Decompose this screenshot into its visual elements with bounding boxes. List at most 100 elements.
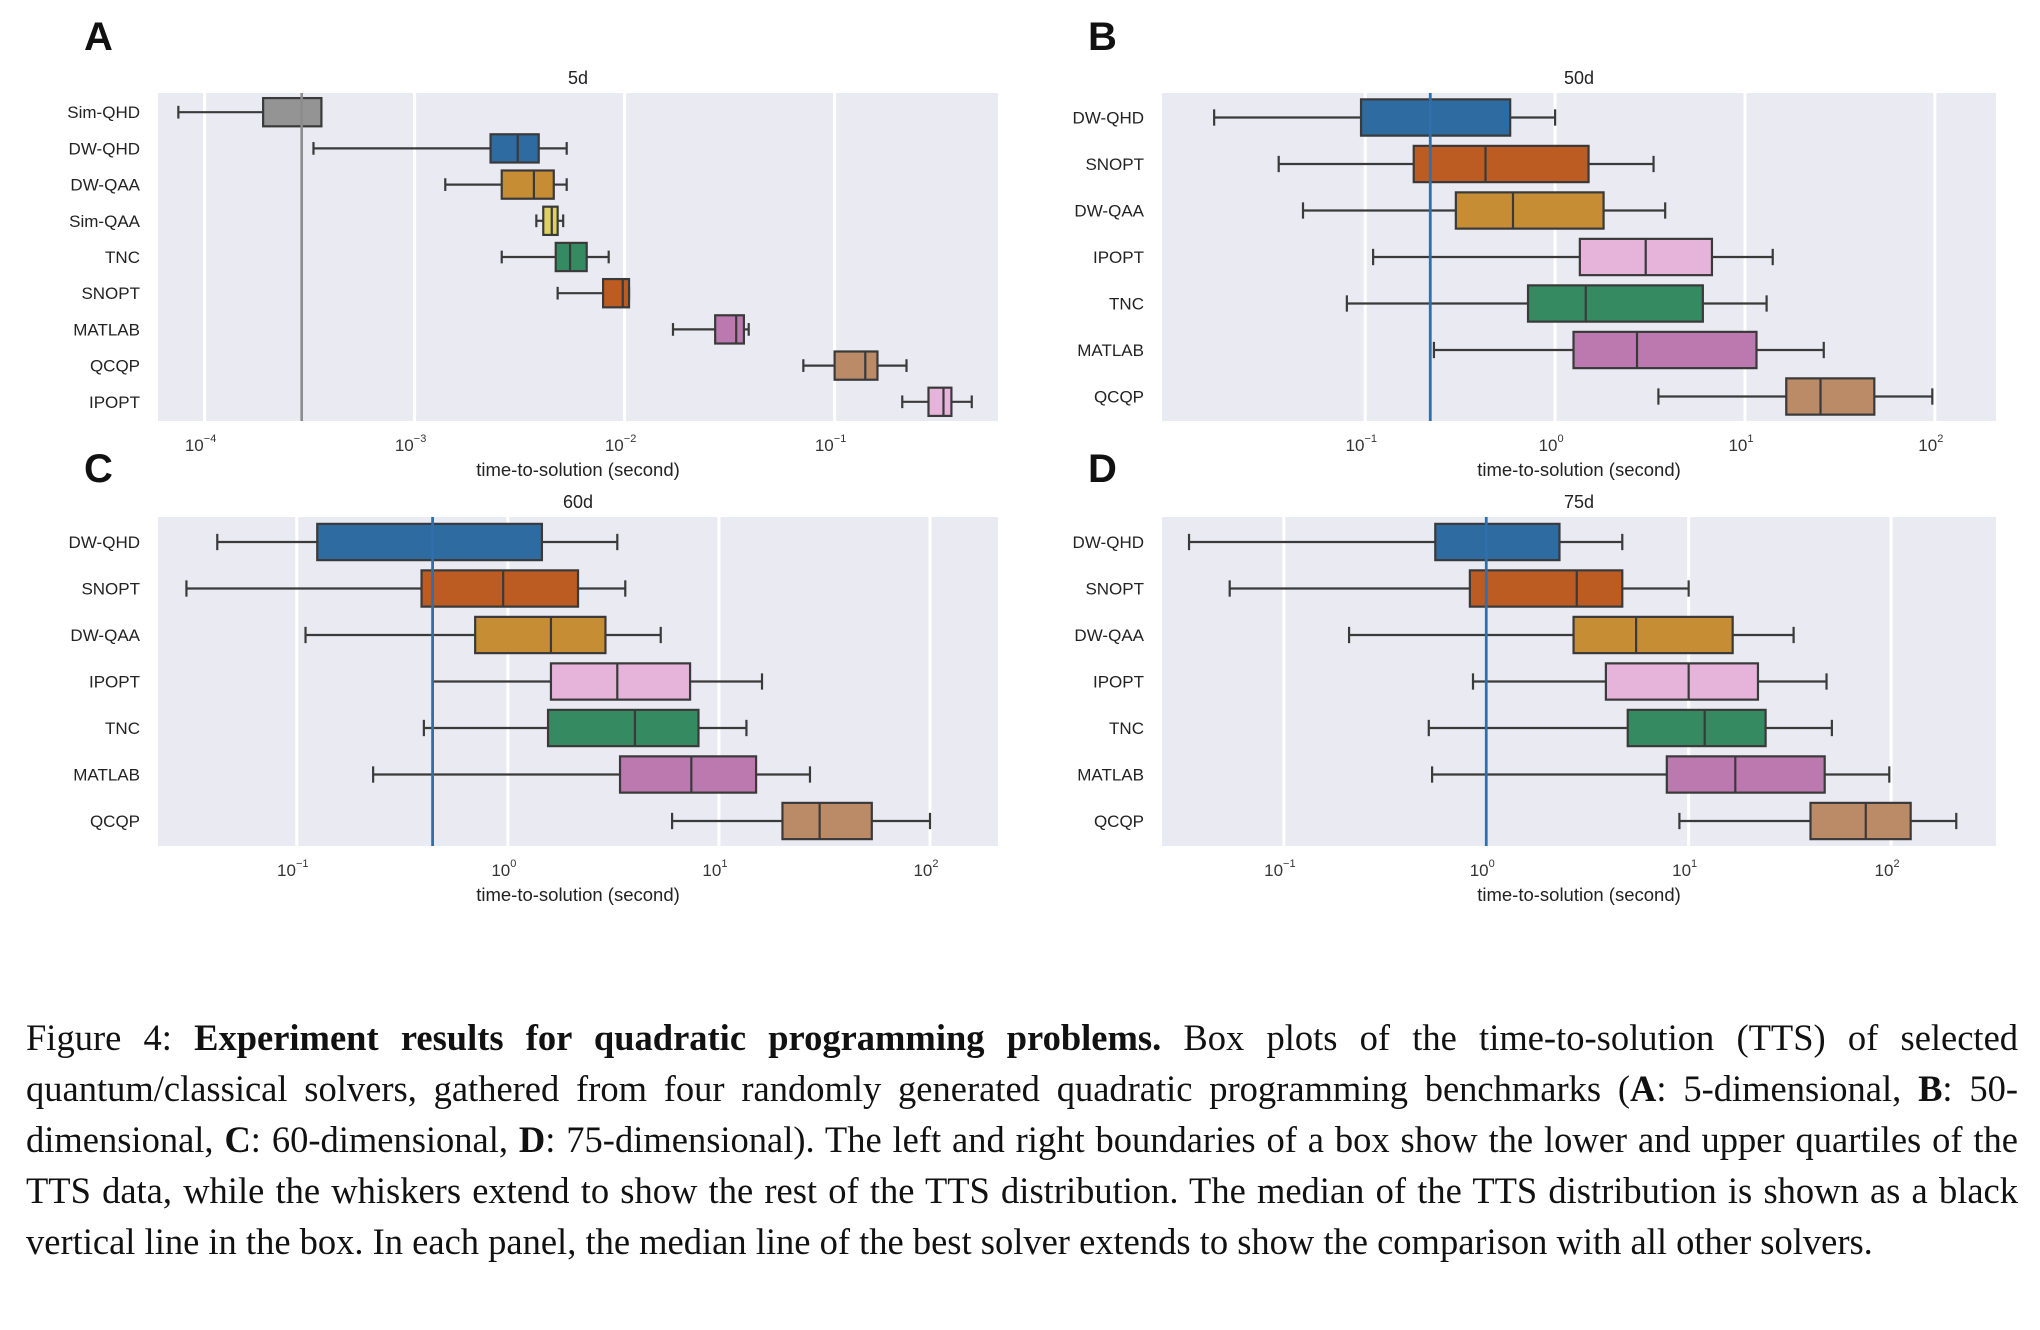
iqr-box-a-snopt bbox=[601, 277, 631, 309]
box-b-ipopt bbox=[1372, 237, 1774, 277]
xlabel-a: time-to-solution (second) bbox=[476, 459, 680, 480]
iqr-box-d-dw-qhd bbox=[1434, 522, 1561, 562]
category-label-c-dw-qhd: DW-QHD bbox=[69, 533, 140, 552]
category-label-d-snopt: SNOPT bbox=[1085, 580, 1144, 599]
box-b-matlab bbox=[1432, 330, 1825, 370]
iqr-box-d-matlab bbox=[1665, 755, 1826, 794]
tick-label-c-3: 102 bbox=[913, 858, 938, 880]
tick-label-d-0: 10−1 bbox=[1264, 858, 1295, 880]
box-d-matlab bbox=[1430, 755, 1891, 794]
figure-panels: A 5d 10−4 10−3 10−2 10−1 time-to-solution (sec… bbox=[67, 15, 1996, 905]
box-b-tnc bbox=[1345, 284, 1768, 323]
box-a-qcqp bbox=[802, 350, 908, 381]
box-d-snopt bbox=[1228, 569, 1690, 608]
iqr-box-a-sim-qaa bbox=[542, 205, 559, 237]
iqr-box-d-tnc bbox=[1626, 708, 1767, 748]
box-a-sim-qaa bbox=[535, 205, 565, 237]
iqr-box-c-dw-qhd bbox=[316, 522, 544, 562]
box-c-matlab bbox=[372, 755, 812, 794]
box-d-qcqp bbox=[1678, 801, 1958, 841]
xlabel-c: time-to-solution (second) bbox=[476, 884, 680, 905]
panel-title-b: 50d bbox=[1564, 68, 1594, 88]
iqr-box-b-tnc bbox=[1526, 284, 1704, 323]
caption-body-3: : 50-dimensional, bbox=[26, 1068, 2019, 1160]
tick-label-d-3: 102 bbox=[1875, 858, 1900, 880]
tick-label-a-3: 10−1 bbox=[815, 433, 846, 455]
caption-panel-ref-d: D bbox=[518, 1119, 546, 1160]
category-label-a-snopt: SNOPT bbox=[81, 284, 140, 303]
box-c-ipopt bbox=[431, 662, 764, 701]
iqr-box-a-qcqp bbox=[833, 350, 879, 381]
caption-body-2: : 5-dimensional, bbox=[1656, 1068, 1919, 1109]
iqr-box-c-qcqp bbox=[781, 801, 873, 841]
category-label-d-tnc: TNC bbox=[1109, 719, 1144, 738]
figure-caption: Figure 4: Experiment results for quadrat… bbox=[26, 1012, 2018, 1267]
box-d-tnc bbox=[1427, 708, 1833, 748]
tick-label-d-1: 100 bbox=[1470, 858, 1495, 880]
iqr-box-a-tnc bbox=[554, 241, 588, 273]
tick-label-a-1: 10−3 bbox=[395, 433, 426, 455]
xlabel-b: time-to-solution (second) bbox=[1477, 459, 1681, 480]
iqr-box-a-ipopt bbox=[927, 386, 953, 418]
box-a-tnc bbox=[500, 241, 610, 273]
iqr-box-d-dw-qaa bbox=[1572, 615, 1734, 655]
box-d-dw-qhd bbox=[1187, 522, 1624, 562]
category-label-a-dw-qhd: DW-QHD bbox=[69, 139, 140, 158]
panel-title-d: 75d bbox=[1564, 492, 1594, 512]
category-label-d-dw-qaa: DW-QAA bbox=[1074, 626, 1144, 645]
tick-label-b-3: 102 bbox=[1918, 433, 1943, 455]
box-a-ipopt bbox=[901, 386, 973, 418]
tick-label-b-2: 101 bbox=[1728, 433, 1753, 455]
category-label-b-snopt: SNOPT bbox=[1085, 155, 1144, 174]
xlabel-d: time-to-solution (second) bbox=[1477, 884, 1681, 905]
iqr-box-c-ipopt bbox=[549, 662, 692, 701]
category-label-d-matlab: MATLAB bbox=[1077, 766, 1144, 785]
category-label-c-dw-qaa: DW-QAA bbox=[70, 626, 140, 645]
category-label-b-dw-qaa: DW-QAA bbox=[1074, 202, 1144, 221]
box-b-snopt bbox=[1277, 144, 1655, 184]
iqr-box-a-dw-qhd bbox=[489, 133, 540, 164]
category-label-c-snopt: SNOPT bbox=[81, 580, 140, 599]
iqr-box-d-snopt bbox=[1468, 569, 1624, 608]
box-c-tnc bbox=[422, 708, 748, 748]
panel-c: C 60d 10−1 100 101 102 time-to-solution (secon… bbox=[69, 447, 998, 905]
caption-title: Experiment results for quadratic program… bbox=[194, 1017, 1162, 1058]
iqr-box-d-qcqp bbox=[1809, 801, 1912, 841]
box-c-dw-qhd bbox=[216, 522, 619, 562]
iqr-box-c-snopt bbox=[420, 569, 580, 608]
box-c-dw-qaa bbox=[304, 615, 662, 655]
panel-letter-d: D bbox=[1088, 447, 1117, 491]
tick-label-b-1: 100 bbox=[1539, 433, 1564, 455]
box-d-dw-qaa bbox=[1347, 615, 1795, 655]
caption-panel-ref-c: C bbox=[224, 1119, 251, 1160]
panel-title-a: 5d bbox=[568, 68, 588, 88]
tick-label-c-1: 100 bbox=[491, 858, 516, 880]
box-c-snopt bbox=[185, 569, 627, 608]
tick-label-c-2: 101 bbox=[702, 858, 727, 880]
box-a-dw-qaa bbox=[444, 169, 568, 200]
box-c-qcqp bbox=[670, 801, 932, 841]
iqr-box-b-matlab bbox=[1572, 330, 1758, 370]
category-label-b-ipopt: IPOPT bbox=[1093, 248, 1144, 267]
iqr-box-a-matlab bbox=[714, 314, 746, 345]
panel-b: B 50d 10−1 100 101 102 time-to-solution (secon… bbox=[1073, 15, 1996, 480]
iqr-box-a-sim-qhd bbox=[262, 96, 323, 128]
box-a-matlab bbox=[671, 314, 750, 345]
category-label-a-sim-qaa: Sim-QAA bbox=[69, 212, 141, 231]
tick-label-b-0: 10−1 bbox=[1346, 433, 1377, 455]
tick-label-d-2: 101 bbox=[1672, 858, 1697, 880]
category-label-d-dw-qhd: DW-QHD bbox=[1073, 533, 1144, 552]
category-label-a-matlab: MATLAB bbox=[73, 320, 140, 339]
caption-panel-ref-b: B bbox=[1918, 1068, 1943, 1109]
category-label-a-dw-qaa: DW-QAA bbox=[70, 176, 140, 195]
category-label-d-qcqp: QCQP bbox=[1094, 812, 1144, 831]
iqr-box-a-dw-qaa bbox=[500, 169, 555, 200]
category-label-c-matlab: MATLAB bbox=[73, 766, 140, 785]
tick-label-a-0: 10−4 bbox=[185, 433, 216, 455]
caption-label: Figure 4: bbox=[26, 1017, 172, 1058]
category-label-a-qcqp: QCQP bbox=[90, 357, 140, 376]
iqr-box-c-dw-qaa bbox=[474, 615, 607, 655]
caption-body-4: : 60-dimensional, bbox=[250, 1119, 519, 1160]
iqr-box-d-ipopt bbox=[1604, 662, 1760, 701]
iqr-box-c-matlab bbox=[618, 755, 758, 794]
